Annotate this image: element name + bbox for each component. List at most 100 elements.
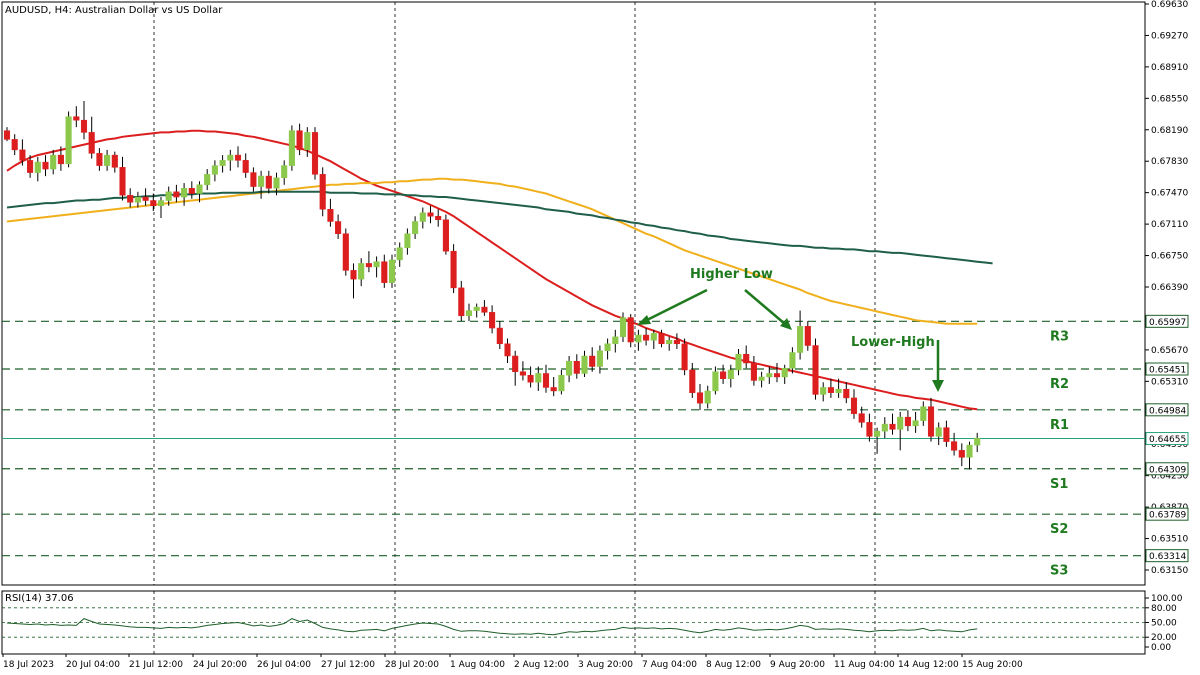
candle xyxy=(150,193,157,212)
candle xyxy=(519,361,526,381)
candle-body-bear xyxy=(720,371,727,379)
level-price-tag xyxy=(1145,507,1189,521)
candle-body-bear xyxy=(119,167,126,196)
candle xyxy=(265,170,272,194)
level-label-s3: S3 xyxy=(1050,564,1068,579)
candle xyxy=(743,345,750,369)
candle xyxy=(273,172,280,196)
time-tick-label: 11 Aug 04:00 xyxy=(834,660,895,670)
candle xyxy=(843,382,850,404)
level-price-tag-text: 0.65997 xyxy=(1149,318,1186,328)
candle xyxy=(57,146,64,171)
candle xyxy=(181,183,188,206)
candle xyxy=(881,417,888,439)
candle-body-bull xyxy=(219,160,226,166)
candle-body-bear xyxy=(19,149,26,161)
candle xyxy=(750,356,757,386)
candle xyxy=(34,156,41,182)
candle xyxy=(635,329,642,351)
candle-body-bull xyxy=(666,340,673,345)
candle-body-bear xyxy=(627,317,634,343)
candle-body-bull xyxy=(165,191,172,201)
candle xyxy=(912,411,919,433)
candle xyxy=(250,167,257,192)
candle xyxy=(304,127,311,157)
candle-body-bear xyxy=(643,334,650,341)
candle xyxy=(935,422,942,446)
candle-body-bull xyxy=(157,200,165,207)
candle xyxy=(419,207,426,229)
candle xyxy=(319,167,326,217)
time-tick-label: 1 Aug 04:00 xyxy=(450,660,505,670)
price-tick-label: 0.69630 xyxy=(1151,0,1188,10)
candle-body-bear xyxy=(80,119,88,133)
candle-body-bull xyxy=(273,177,280,189)
time-tick-label: 24 Jul 20:00 xyxy=(193,660,247,670)
candle xyxy=(612,329,619,353)
candle-body-bull xyxy=(465,310,473,317)
candle xyxy=(296,123,303,156)
candle xyxy=(550,376,557,397)
price-tick-label: 0.63510 xyxy=(1151,535,1188,545)
candle-body-bear xyxy=(866,422,873,437)
candle xyxy=(897,411,904,451)
candle xyxy=(27,155,34,178)
candle xyxy=(242,153,249,178)
candle-body-bear xyxy=(365,263,372,268)
candle xyxy=(173,184,180,203)
candle-body-bear xyxy=(750,362,757,381)
candle xyxy=(727,364,734,388)
candle xyxy=(365,251,372,273)
time-tick-label: 26 Jul 04:00 xyxy=(257,660,311,670)
candle-body-bull xyxy=(304,132,311,151)
candle xyxy=(773,362,781,383)
candle-body-bull xyxy=(134,196,141,203)
candle xyxy=(442,214,449,255)
time-tick-label: 28 Jul 20:00 xyxy=(385,660,439,670)
rsi-line xyxy=(6,618,978,636)
price-axis: 0.69630 0.69270 0.68910 0.68550 0.68190 0.678… xyxy=(1145,0,1189,576)
candle xyxy=(619,312,627,343)
level-price-tag xyxy=(1145,362,1189,376)
candle-body-bull xyxy=(974,437,981,446)
candle-body-bull xyxy=(820,387,827,395)
candle xyxy=(889,413,896,435)
time-tick-label: 18 Jul 2023 xyxy=(3,660,54,670)
candle xyxy=(73,106,80,128)
candle-body-bear xyxy=(573,360,580,374)
candle-body-bull xyxy=(281,165,288,179)
candle xyxy=(581,350,588,377)
candle-body-bear xyxy=(481,306,488,313)
candle xyxy=(373,256,380,278)
candle xyxy=(681,338,688,376)
candle xyxy=(435,209,442,227)
candle xyxy=(589,347,596,372)
candle xyxy=(234,146,242,168)
candle xyxy=(281,160,288,185)
candle-body-bull xyxy=(412,221,419,234)
candle-body-bull xyxy=(835,388,842,393)
candle-body-bull xyxy=(373,261,380,268)
level-label-r1: R1 xyxy=(1050,418,1069,433)
rsi-tick-label: 20.00 xyxy=(1151,633,1177,643)
candle xyxy=(50,149,57,175)
candle-body-bull xyxy=(650,333,657,341)
candle xyxy=(496,321,503,350)
candle-body-bear xyxy=(904,416,911,427)
level-label-r2: R2 xyxy=(1050,377,1069,392)
candle xyxy=(458,280,465,322)
price-tick-label: 0.66390 xyxy=(1151,283,1188,293)
candle-body-bear xyxy=(173,191,180,198)
candle xyxy=(850,389,858,419)
level-labels: R3 R2 R1 S1 S2 S3 xyxy=(1050,329,1069,578)
candle xyxy=(827,378,834,398)
candle xyxy=(512,350,519,386)
candle-body-bull xyxy=(288,130,295,166)
price-tick-label: 0.63150 xyxy=(1151,566,1188,576)
candle-body-bull xyxy=(196,184,203,194)
candle xyxy=(311,127,319,180)
candle xyxy=(465,303,473,322)
candle xyxy=(119,156,126,201)
candle-body-bear xyxy=(234,154,242,161)
